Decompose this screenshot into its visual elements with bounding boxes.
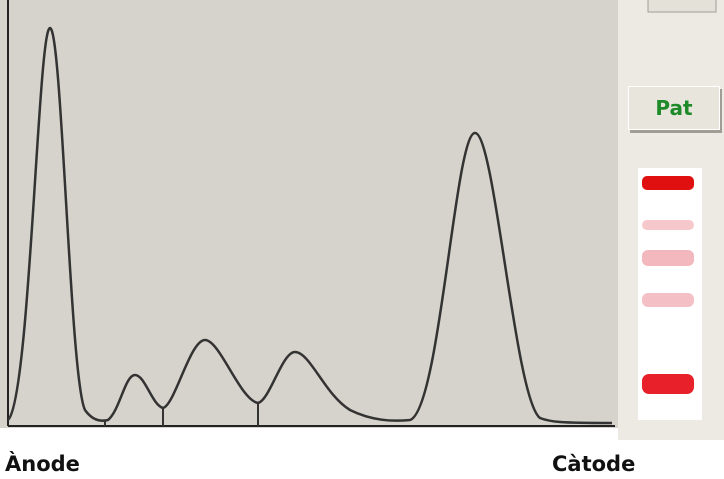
top-button [647, 0, 717, 13]
cathode-label: Càtode [552, 452, 636, 476]
plot-area [0, 0, 618, 428]
gel-band [642, 293, 694, 307]
anode-label: Ànode [5, 452, 80, 476]
gel-band [642, 176, 694, 190]
pat-button[interactable]: Pat [628, 86, 720, 130]
gel-band [642, 250, 694, 266]
gel-band [642, 220, 694, 230]
gel-band [642, 374, 694, 394]
densitogram [0, 0, 724, 440]
density-curve [6, 26, 613, 425]
